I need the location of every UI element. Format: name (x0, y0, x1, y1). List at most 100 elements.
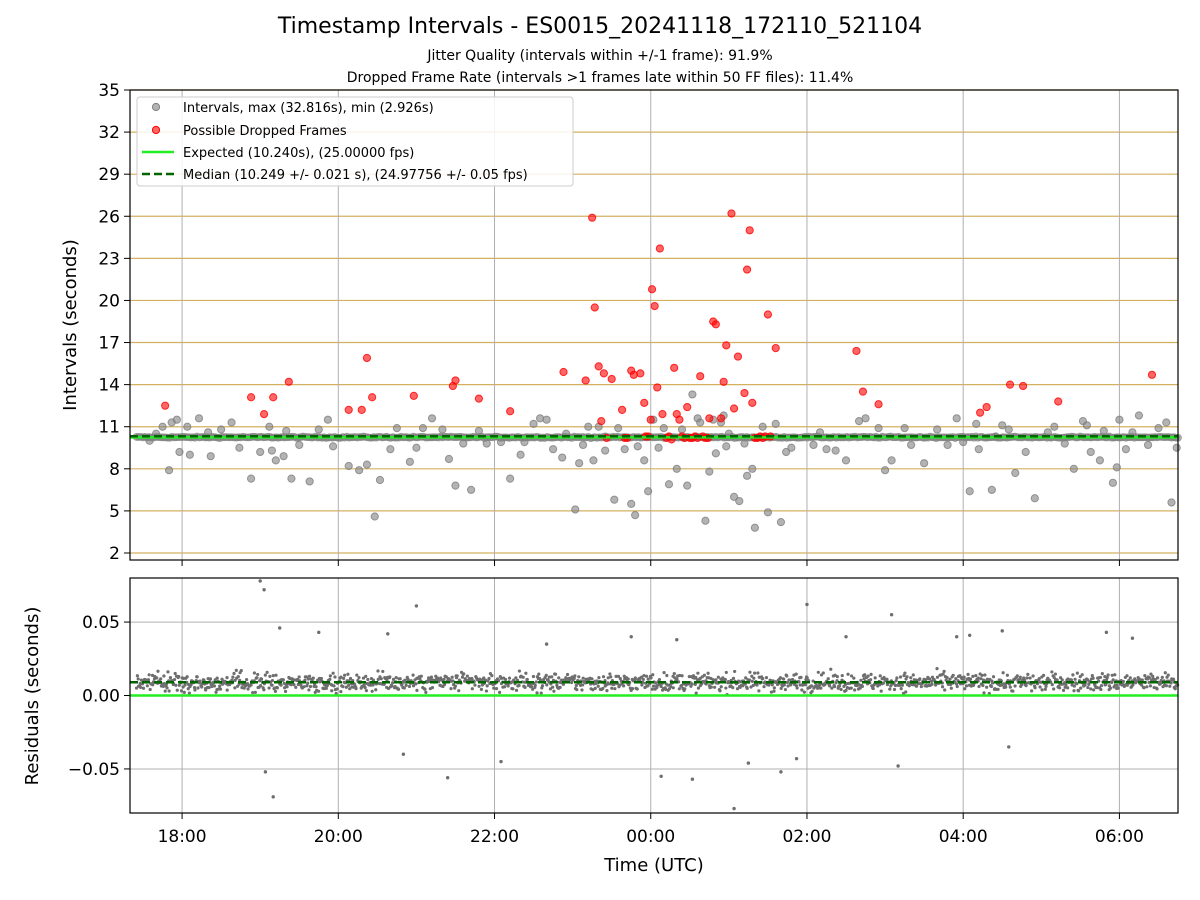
interval-point (246, 474, 256, 483)
residual-point (517, 683, 521, 688)
residual-point (990, 681, 995, 685)
interval-point (185, 450, 194, 459)
residual-point (1038, 685, 1042, 689)
residual-point (168, 676, 173, 680)
residual-point (1001, 671, 1005, 675)
residual-point (212, 684, 216, 688)
residual-point (572, 676, 576, 680)
residual-point (521, 675, 525, 679)
residual-point (189, 683, 193, 687)
dropped-frame-point (727, 209, 736, 218)
residual-point (333, 675, 337, 679)
residual-point (1063, 680, 1067, 685)
residual-point (1015, 674, 1019, 678)
residual-point (642, 673, 646, 678)
residual-point (1026, 672, 1030, 676)
interval-point (1086, 447, 1095, 457)
interval-point (809, 440, 818, 450)
residual-point (935, 667, 939, 671)
y-tick-label: −0.05 (68, 760, 120, 780)
interval-point (822, 445, 831, 454)
residual-outlier-point (889, 613, 894, 617)
residual-point (328, 674, 332, 678)
residual-outlier-point (732, 806, 736, 811)
residual-point (964, 684, 969, 688)
residual-point (782, 683, 786, 687)
x-tick-label: 22:00 (470, 827, 519, 847)
residual-point (580, 688, 584, 692)
y-tick-label: 14 (98, 376, 120, 396)
residual-point (1052, 687, 1056, 691)
residual-point (259, 677, 264, 681)
dropped-frame-rate-subtitle: Dropped Frame Rate (intervals >1 frames … (346, 70, 854, 86)
residual-point (200, 685, 204, 689)
interval-point (677, 425, 687, 434)
residual-point (244, 678, 249, 682)
interval-point (571, 505, 580, 514)
residual-point (548, 687, 553, 691)
residual-point (193, 688, 197, 692)
residual-point (943, 688, 947, 692)
residual-point (1043, 687, 1047, 691)
residual-point (1098, 675, 1103, 680)
residual-point (381, 669, 385, 674)
legend-box (136, 96, 574, 187)
interval-point (742, 471, 752, 480)
residual-point (900, 683, 904, 687)
residual-point (1075, 671, 1079, 675)
residual-outlier-point (445, 776, 450, 780)
residual-point (155, 676, 159, 680)
dropped-frame-point (1018, 381, 1028, 391)
residual-point (1086, 685, 1090, 690)
residuals-y-axis-label: Residuals (seconds) (22, 607, 43, 786)
residual-point (411, 673, 415, 677)
residual-point (574, 683, 578, 688)
y-tick-label: 29 (98, 165, 120, 185)
residual-point (346, 672, 350, 676)
residual-point (1066, 677, 1070, 681)
residual-point (1099, 684, 1104, 688)
residual-point (935, 675, 940, 679)
interval-point (907, 440, 916, 450)
residual-point (151, 683, 155, 687)
residual-point (1071, 673, 1075, 677)
residual-point (535, 691, 539, 695)
residual-point (888, 687, 892, 691)
residual-point (1131, 683, 1135, 687)
residual-outlier-point (954, 635, 959, 639)
residual-point (675, 677, 679, 681)
residual-point (198, 679, 202, 683)
legend-intervals-marker (151, 102, 161, 112)
interval-point (535, 414, 545, 423)
residual-point (255, 676, 259, 680)
residual-point (569, 680, 574, 685)
residual-point (1005, 673, 1009, 677)
interval-point (1167, 498, 1176, 507)
residual-point (756, 671, 760, 675)
residual-point (779, 686, 783, 691)
residual-point (234, 668, 238, 672)
residual-point (274, 673, 278, 677)
interval-point (256, 447, 265, 457)
dropped-frame-point (597, 417, 606, 426)
interval-point (644, 487, 653, 496)
residual-point (296, 682, 300, 687)
interval-point (627, 499, 636, 508)
dropped-frame-point (748, 398, 757, 407)
residual-reference-lines (130, 681, 1178, 697)
residual-point (800, 688, 804, 692)
residual-point (1106, 673, 1110, 677)
residual-point (614, 674, 618, 679)
residual-outlier-point (1130, 636, 1135, 640)
residual-point (979, 677, 983, 681)
dropped-frame-point (1054, 397, 1063, 406)
residual-point (898, 675, 903, 679)
dropped-frame-point (696, 372, 705, 381)
interval-point (787, 443, 796, 452)
residual-point (134, 686, 139, 690)
interval-point (323, 415, 332, 424)
interval-point (265, 422, 274, 431)
residual-point (945, 676, 949, 680)
residual-point (724, 686, 728, 690)
residual-point (148, 687, 152, 692)
